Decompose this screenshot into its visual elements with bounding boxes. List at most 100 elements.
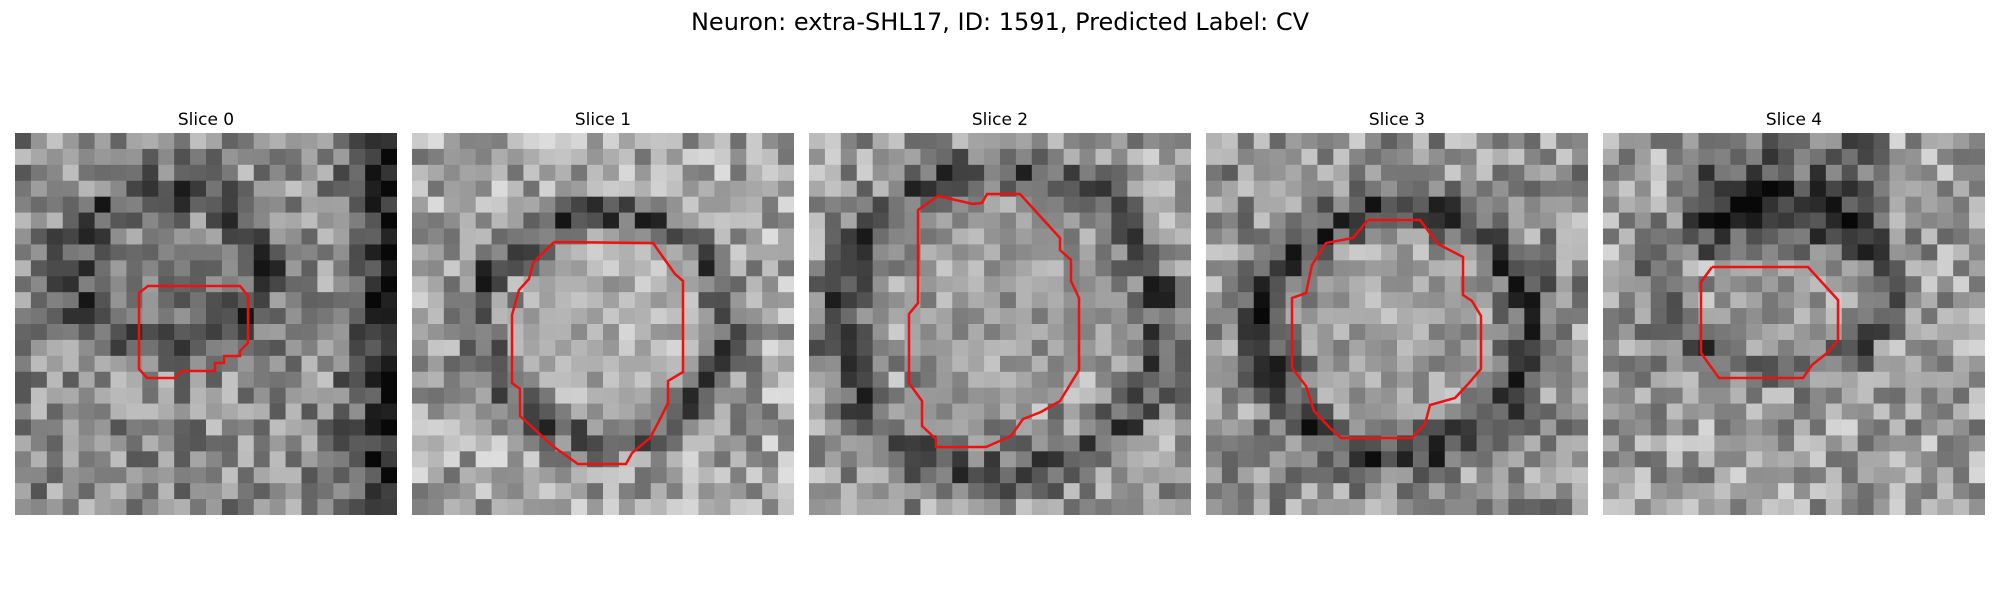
image-pixel: [1682, 228, 1700, 246]
image-pixel: [174, 499, 191, 515]
image-pixel: [412, 403, 429, 421]
image-pixel: [365, 435, 382, 452]
image-pixel: [126, 387, 143, 405]
image-pixel: [650, 419, 668, 437]
image-pixel: [634, 403, 652, 421]
image-pixel: [618, 228, 636, 246]
image-pixel: [824, 451, 842, 468]
image-pixel: [968, 499, 985, 515]
image-pixel: [1809, 324, 1827, 341]
image-pixel: [888, 483, 906, 500]
image-pixel: [1444, 308, 1462, 325]
image-pixel: [856, 339, 874, 357]
image-pixel: [317, 260, 334, 277]
image-pixel: [1794, 451, 1811, 468]
image-pixel: [1921, 164, 1938, 182]
image-pixel: [126, 148, 143, 166]
image-pixel: [1095, 355, 1113, 373]
image-pixel: [1762, 180, 1779, 198]
image-pixel: [1221, 499, 1239, 515]
image-pixel: [15, 308, 32, 325]
image-pixel: [984, 133, 1001, 150]
image-pixel: [1937, 451, 1954, 468]
image-pixel: [1857, 387, 1875, 405]
image-pixel: [571, 133, 588, 150]
image-pixel: [1905, 467, 1922, 484]
image-pixel: [94, 451, 112, 468]
image-pixel: [1969, 435, 1985, 452]
image-pixel: [856, 499, 874, 515]
image-pixel: [158, 276, 175, 293]
image-pixel: [650, 292, 668, 309]
image-pixel: [1063, 164, 1081, 182]
image-pixel: [1333, 499, 1350, 515]
image-pixel: [1269, 387, 1287, 405]
image-pixel: [936, 499, 953, 515]
image-pixel: [1873, 228, 1891, 246]
image-pixel: [94, 387, 112, 405]
image-pixel: [1301, 499, 1319, 515]
image-pixel: [1365, 435, 1382, 452]
slice-image-3: [1206, 133, 1588, 515]
image-pixel: [809, 483, 826, 500]
image-pixel: [1221, 260, 1239, 277]
image-pixel: [698, 228, 716, 246]
image-pixel: [365, 148, 382, 166]
image-pixel: [301, 387, 319, 405]
image-pixel: [682, 164, 700, 182]
image-pixel: [427, 483, 445, 500]
image-pixel: [936, 260, 953, 277]
image-pixel: [1698, 451, 1716, 468]
image-pixel: [555, 292, 572, 309]
image-pixel: [174, 164, 191, 182]
image-pixel: [1095, 451, 1113, 468]
image-pixel: [603, 260, 620, 277]
image-pixel: [904, 164, 922, 182]
image-pixel: [1682, 355, 1700, 373]
image-pixel: [1476, 451, 1494, 468]
image-pixel: [1111, 371, 1128, 389]
image-pixel: [1317, 387, 1334, 405]
image-pixel: [1556, 148, 1573, 166]
image-pixel: [1333, 212, 1350, 230]
image-pixel: [587, 276, 604, 293]
image-pixel: [1524, 212, 1541, 230]
image-pixel: [1460, 371, 1478, 389]
image-pixel: [1492, 196, 1510, 214]
image-pixel: [1746, 339, 1763, 357]
image-pixel: [555, 403, 572, 421]
image-pixel: [1397, 451, 1414, 468]
image-pixel: [762, 292, 779, 309]
image-pixel: [1666, 467, 1684, 484]
image-pixel: [1428, 292, 1446, 309]
image-pixel: [1143, 292, 1160, 309]
image-pixel: [158, 419, 175, 437]
image-pixel: [1253, 355, 1271, 373]
image-pixel: [1508, 483, 1525, 500]
image-pixel: [523, 148, 540, 166]
image-pixel: [1221, 180, 1239, 198]
image-pixel: [1333, 276, 1350, 293]
image-pixel: [221, 228, 239, 246]
image-pixel: [1603, 355, 1620, 373]
image-pixel: [1253, 324, 1271, 341]
image-pixel: [1540, 133, 1557, 150]
image-pixel: [412, 435, 429, 452]
image-pixel: [1905, 499, 1922, 515]
image-pixel: [78, 387, 96, 405]
image-pixel: [317, 228, 334, 246]
image-pixel: [952, 148, 969, 166]
image-pixel: [78, 324, 96, 341]
image-pixel: [237, 133, 255, 150]
image-pixel: [174, 483, 191, 500]
image-pixel: [1746, 451, 1763, 468]
image-pixel: [1365, 355, 1382, 373]
image-pixel: [1460, 148, 1478, 166]
image-pixel: [1746, 260, 1763, 277]
image-pixel: [1111, 148, 1128, 166]
image-pixel: [587, 212, 604, 230]
image-pixel: [1682, 276, 1700, 293]
image-pixel: [1397, 387, 1414, 405]
image-pixel: [1412, 435, 1430, 452]
image-pixel: [1285, 435, 1303, 452]
